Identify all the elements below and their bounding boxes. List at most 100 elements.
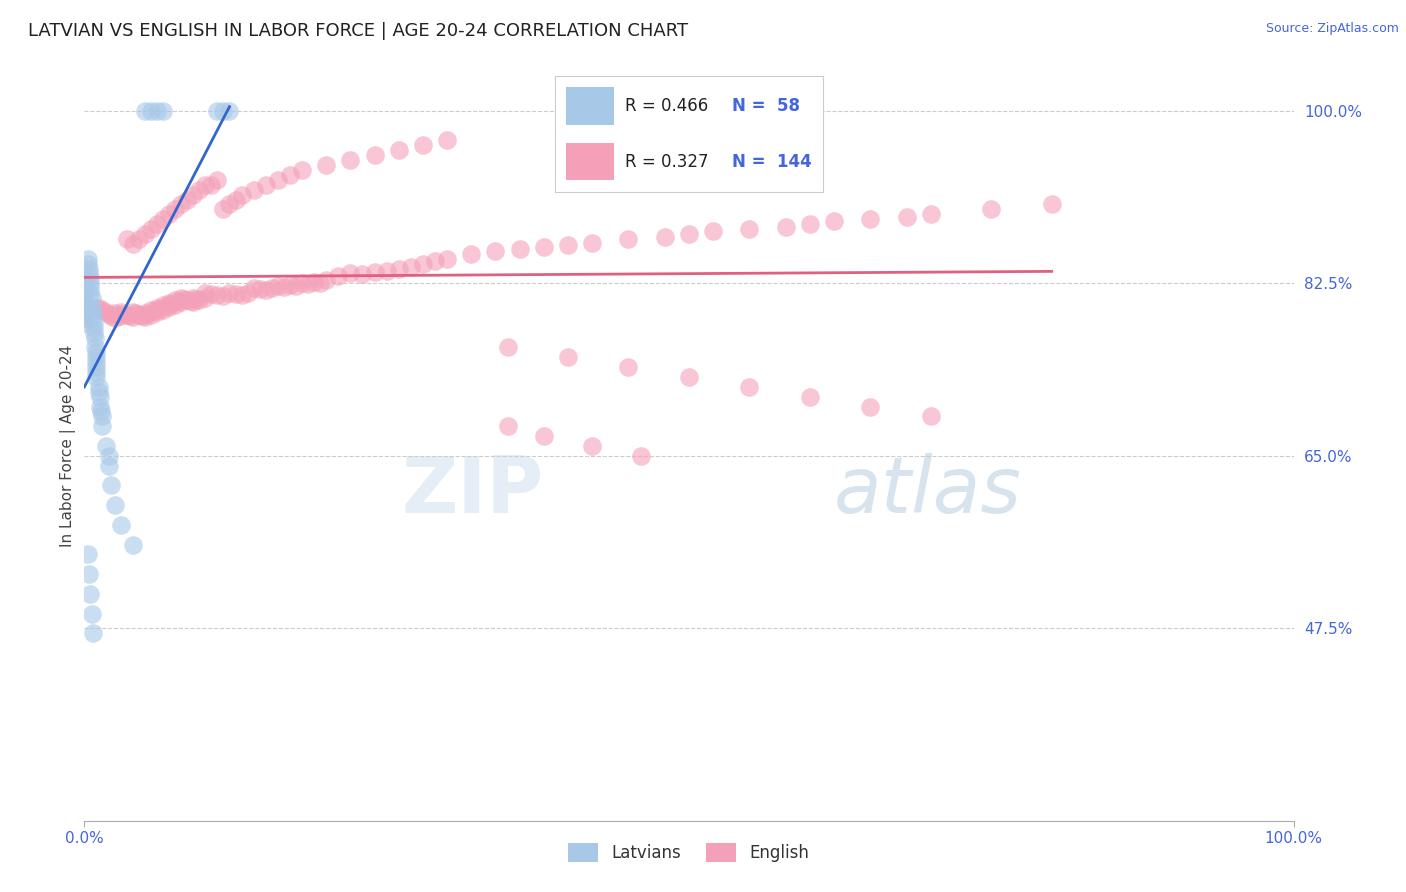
Point: [194, 291, 217, 305]
Point: [73, 286, 96, 301]
Point: [131, 309, 153, 323]
Point: [212, 289, 235, 303]
Point: [73, 271, 96, 285]
Point: [143, 304, 166, 318]
Y-axis label: In Labor Force | Age 20-24: In Labor Force | Age 20-24: [60, 345, 76, 547]
Point: [273, 280, 295, 294]
Point: [155, 299, 177, 313]
Point: [136, 307, 159, 321]
Point: [484, 244, 506, 258]
Point: [86, 365, 108, 379]
Point: [533, 240, 555, 254]
Point: [254, 283, 277, 297]
Point: [165, 298, 187, 312]
Point: [363, 265, 385, 279]
Point: [115, 308, 138, 322]
Point: [176, 293, 198, 307]
Point: [77, 567, 100, 582]
Point: [80, 607, 103, 621]
Point: [557, 351, 579, 365]
Point: [581, 439, 603, 453]
Point: [121, 236, 143, 251]
Point: [77, 252, 100, 266]
Point: [86, 355, 108, 369]
Point: [152, 103, 174, 118]
Point: [94, 305, 117, 319]
Point: [165, 293, 187, 307]
Point: [73, 306, 96, 320]
Point: [339, 267, 361, 281]
Point: [309, 277, 332, 291]
Point: [260, 281, 283, 295]
Point: [148, 301, 170, 316]
Point: [91, 302, 114, 317]
Point: [170, 197, 193, 211]
Point: [79, 277, 101, 291]
Point: [617, 360, 640, 375]
Point: [139, 222, 162, 236]
Point: [181, 291, 204, 305]
Point: [86, 351, 108, 365]
Point: [146, 103, 169, 118]
Point: [194, 286, 217, 301]
Point: [231, 288, 253, 302]
Point: [460, 246, 482, 260]
Point: [121, 310, 143, 324]
Point: [799, 390, 821, 404]
Point: [423, 253, 446, 268]
Point: [218, 286, 240, 301]
Point: [107, 308, 129, 322]
Point: [104, 306, 127, 320]
Point: [139, 308, 162, 322]
Point: [207, 173, 229, 187]
Point: [139, 302, 162, 317]
Point: [134, 310, 156, 324]
Point: [100, 309, 122, 323]
Point: [236, 286, 259, 301]
Point: [89, 390, 111, 404]
Point: [249, 282, 271, 296]
Point: [87, 384, 110, 399]
Point: [678, 370, 700, 384]
Point: [184, 292, 207, 306]
Point: [200, 287, 222, 301]
Point: [399, 260, 422, 274]
Point: [91, 419, 114, 434]
Point: [173, 292, 195, 306]
Point: [82, 626, 104, 640]
Point: [86, 345, 108, 359]
Point: [73, 316, 96, 330]
Point: [110, 309, 132, 323]
Point: [207, 288, 229, 302]
Point: [859, 400, 882, 414]
Point: [284, 279, 308, 293]
Point: [363, 148, 385, 162]
Point: [134, 103, 156, 118]
Point: [84, 340, 107, 354]
Point: [73, 291, 96, 305]
Point: [297, 277, 319, 292]
Point: [97, 307, 120, 321]
Point: [207, 103, 229, 118]
Point: [87, 380, 110, 394]
Text: N =  144: N = 144: [731, 153, 811, 170]
Point: [533, 429, 555, 443]
Point: [328, 269, 350, 284]
Point: [112, 307, 135, 321]
Point: [412, 257, 434, 271]
Point: [83, 326, 105, 340]
Point: [188, 183, 211, 197]
Point: [83, 316, 105, 330]
Point: [129, 308, 152, 322]
Point: [678, 227, 700, 241]
Point: [170, 295, 193, 310]
Point: [139, 103, 162, 118]
Point: [77, 267, 100, 281]
Point: [146, 305, 169, 319]
Point: [110, 517, 132, 532]
Point: [157, 296, 180, 310]
Point: [496, 419, 519, 434]
Point: [200, 178, 222, 192]
Bar: [567, 87, 614, 125]
Point: [82, 306, 104, 320]
